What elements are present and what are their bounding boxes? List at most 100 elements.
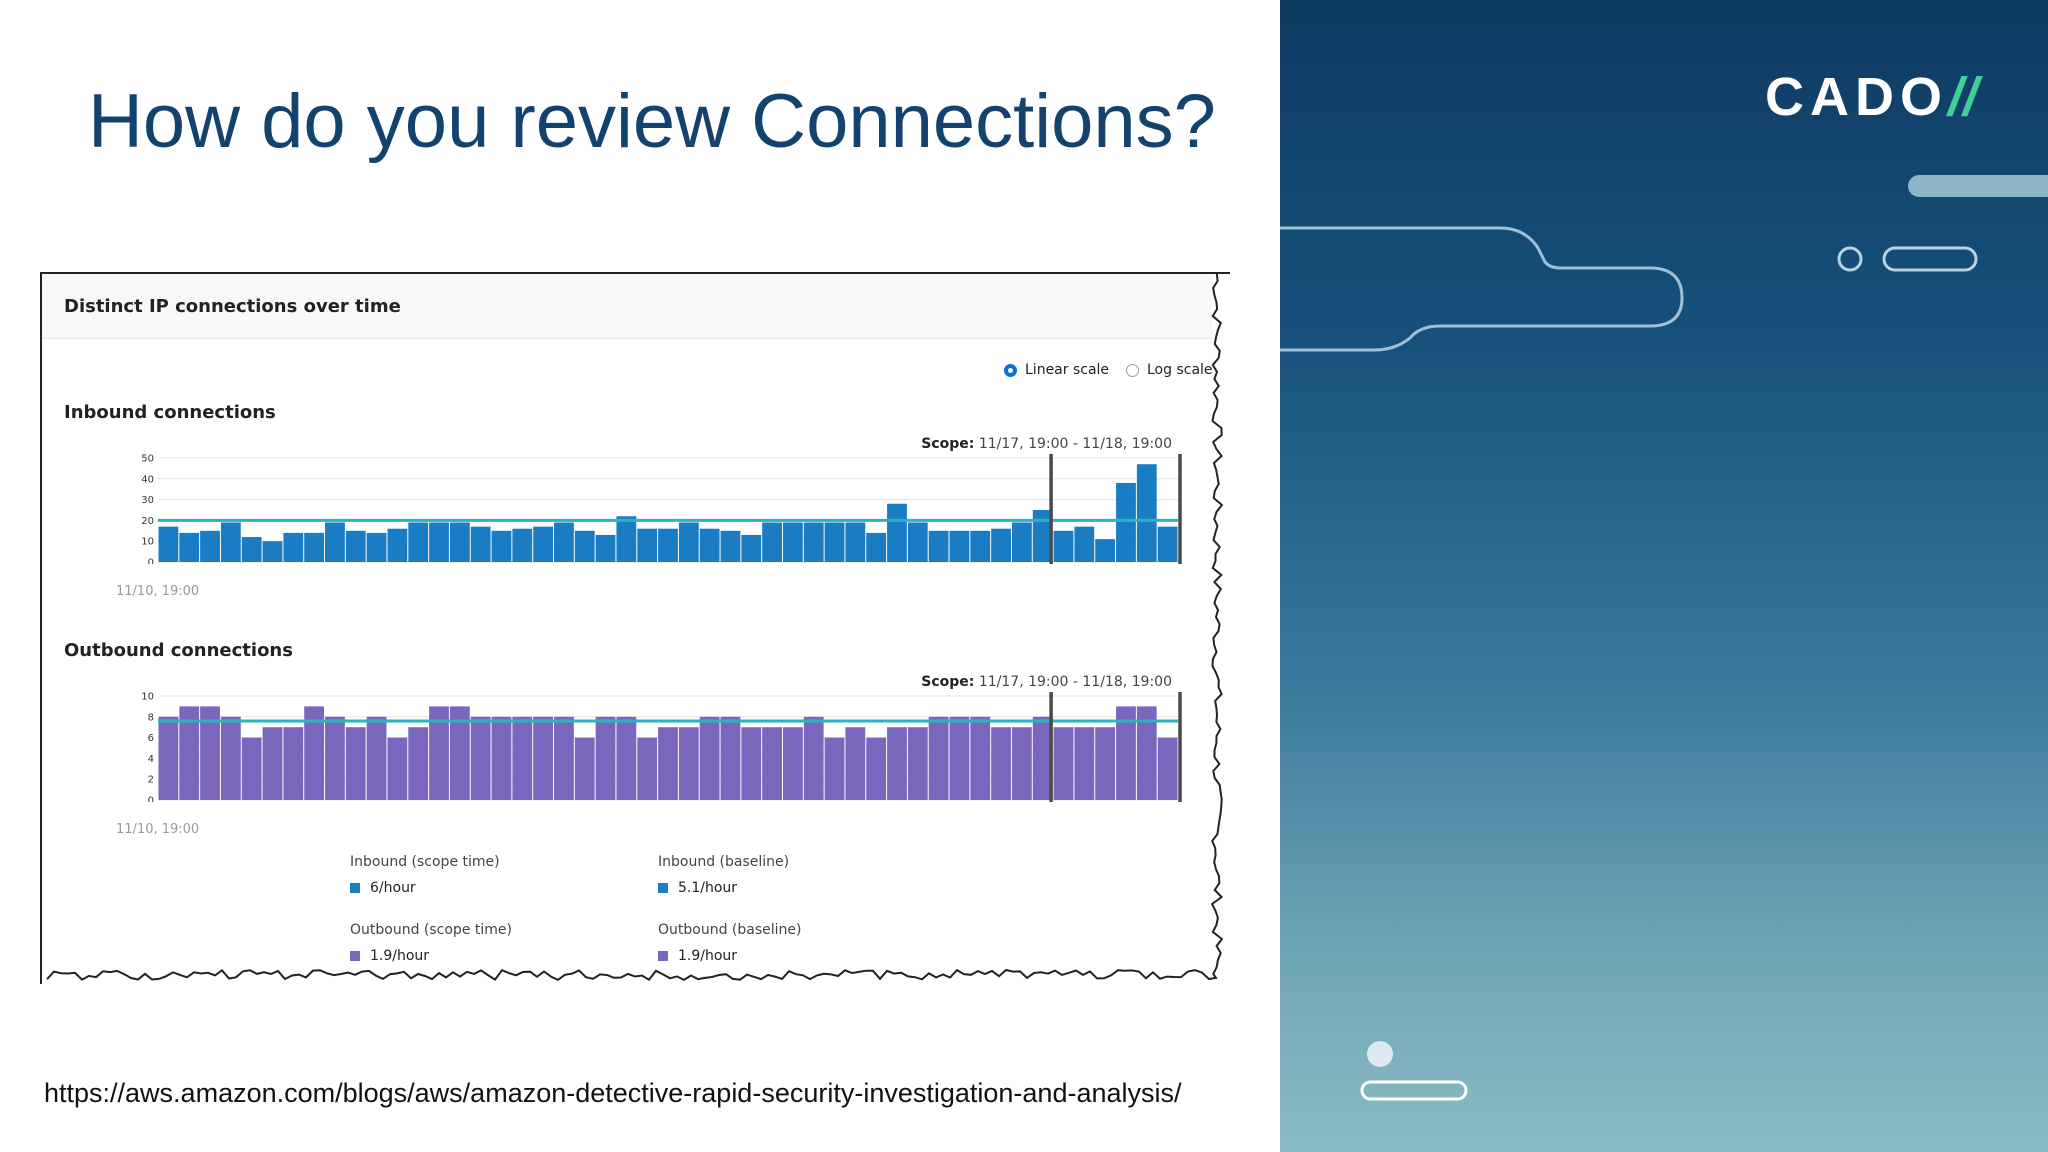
bar — [1074, 727, 1095, 800]
bar — [220, 716, 241, 800]
legend-title: Outbound (scope time) — [350, 922, 512, 938]
bar — [991, 528, 1011, 562]
bar — [408, 727, 429, 800]
aws-detective-screenshot: Distinct IP connections over time Linear… — [40, 272, 1232, 986]
bar — [1011, 522, 1032, 562]
outbound-section-title: Outbound connections — [64, 640, 293, 661]
bar — [470, 526, 491, 562]
bar — [1095, 727, 1116, 800]
bar — [200, 530, 220, 562]
legend-outbound-baseline: Outbound (baseline) 1.9/hour — [658, 922, 801, 964]
bar — [866, 532, 887, 562]
bar — [158, 716, 179, 800]
bar — [907, 522, 928, 562]
y-tick-label: 40 — [141, 474, 154, 485]
bar — [241, 537, 262, 562]
linear-scale-label: Linear scale — [1025, 362, 1110, 378]
bar — [595, 716, 616, 800]
legend-swatch — [350, 883, 360, 893]
bar — [283, 727, 304, 800]
linear-scale-radio-icon[interactable] — [1004, 363, 1017, 377]
bar — [408, 522, 429, 562]
bar — [741, 727, 762, 800]
bar — [1053, 530, 1074, 562]
bar — [325, 716, 345, 800]
legend-inbound-scope: Inbound (scope time) 6/hour — [350, 854, 500, 896]
bar — [845, 727, 866, 800]
bar — [928, 530, 949, 562]
bar — [220, 522, 241, 562]
bar — [1032, 716, 1053, 800]
panel-title: Distinct IP connections over time — [64, 296, 401, 317]
bar — [678, 522, 699, 562]
log-scale-radio-icon[interactable] — [1126, 363, 1139, 377]
bar — [887, 503, 907, 562]
bar — [345, 727, 366, 800]
bar — [179, 706, 200, 800]
bar — [803, 522, 824, 562]
bar — [595, 534, 616, 562]
legend-value: 6/hour — [370, 880, 416, 896]
y-tick-label: 0 — [148, 796, 154, 803]
bar — [991, 727, 1011, 800]
bar — [533, 716, 554, 800]
bar — [1157, 526, 1178, 562]
decor-circle — [1837, 246, 1863, 272]
bar — [366, 532, 387, 562]
decor-dot — [1367, 1041, 1393, 1067]
bar — [678, 727, 699, 800]
bar — [949, 530, 970, 562]
bar — [616, 716, 637, 800]
bar — [512, 528, 533, 562]
bar — [554, 716, 574, 800]
bar — [366, 716, 387, 800]
bar — [283, 532, 304, 562]
bar — [158, 526, 179, 562]
bar — [387, 737, 408, 800]
y-tick-label: 30 — [141, 495, 154, 506]
bar — [782, 522, 803, 562]
bar — [1053, 727, 1074, 800]
bar — [658, 528, 678, 562]
legend-value: 1.9/hour — [678, 948, 738, 964]
bar — [262, 541, 283, 562]
y-tick-label: 50 — [141, 454, 154, 465]
bar — [762, 522, 782, 562]
y-tick-label: 20 — [141, 516, 154, 527]
bar — [928, 716, 949, 800]
log-scale-option[interactable]: Log scale — [1126, 362, 1213, 378]
y-tick-label: 10 — [141, 692, 154, 703]
bar — [429, 522, 449, 562]
y-tick-label: 4 — [148, 754, 154, 765]
decor-bar — [1908, 175, 2048, 197]
scope-highlight-box — [1049, 454, 1182, 564]
legend-title: Inbound (baseline) — [658, 854, 790, 870]
bar — [907, 727, 928, 800]
bar — [637, 528, 658, 562]
bar — [720, 530, 741, 562]
bar — [845, 522, 866, 562]
bar — [824, 522, 845, 562]
y-tick-label: 6 — [148, 733, 154, 744]
bar — [449, 522, 470, 562]
bar — [1011, 727, 1032, 800]
legend-inbound-baseline: Inbound (baseline) 5.1/hour — [658, 854, 789, 896]
bar — [574, 737, 595, 800]
source-url[interactable]: https://aws.amazon.com/blogs/aws/amazon-… — [44, 1078, 1182, 1108]
linear-scale-option[interactable]: Linear scale — [1004, 362, 1109, 378]
decor-line — [1280, 226, 1684, 352]
bar — [241, 737, 262, 800]
scope-highlight-box — [1049, 692, 1182, 802]
bar — [449, 706, 470, 800]
torn-edge-line — [46, 274, 1224, 982]
bar — [179, 532, 200, 562]
bar — [720, 716, 741, 800]
bar — [699, 716, 720, 800]
decorative-panel: CADO// — [1280, 0, 2048, 1152]
legend-swatch — [658, 883, 668, 893]
bar — [1116, 706, 1136, 800]
legend-swatch — [350, 951, 360, 961]
log-scale-label: Log scale — [1147, 362, 1213, 378]
bar — [637, 737, 658, 800]
bar — [762, 727, 782, 800]
